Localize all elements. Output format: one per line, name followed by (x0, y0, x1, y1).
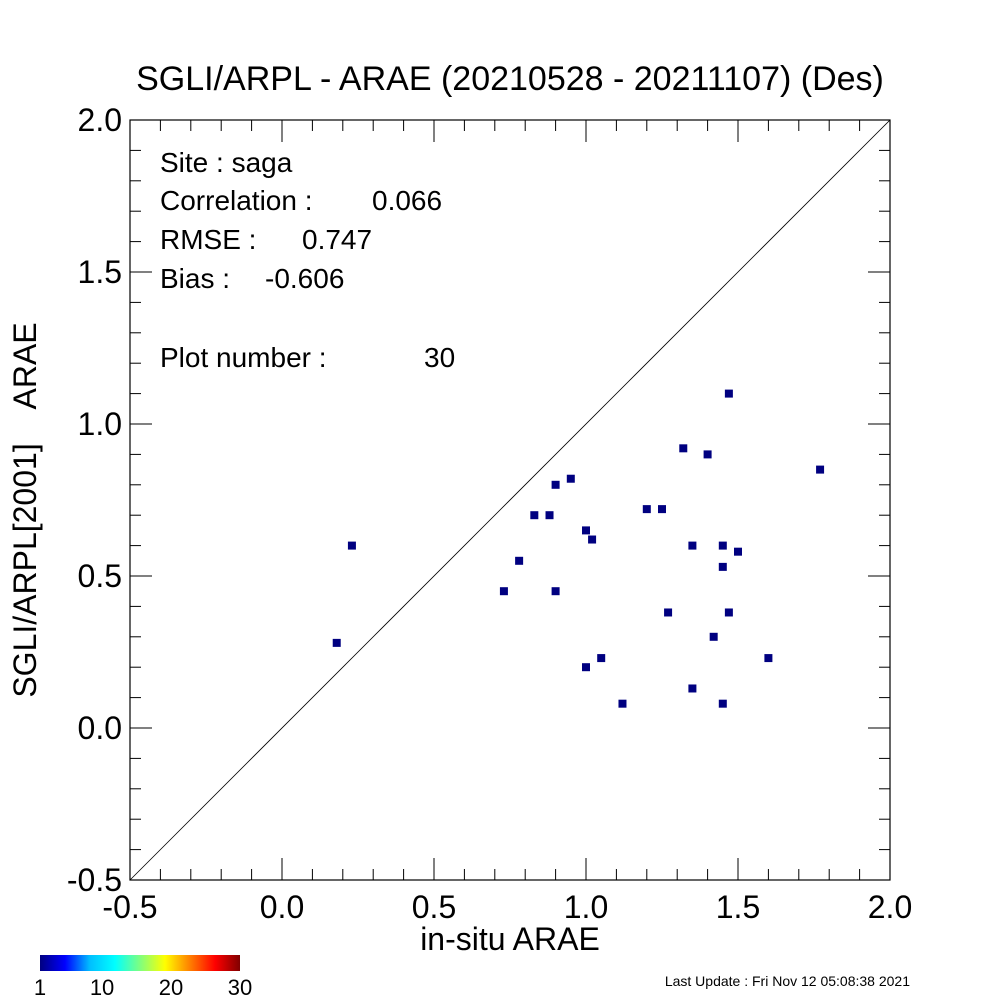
data-point (718, 541, 727, 550)
x-tick-label: -0.5 (102, 889, 157, 925)
plot-number-label: Plot number : (160, 342, 327, 373)
data-point (718, 699, 727, 708)
one-to-one-line (129, 119, 891, 881)
data-point (551, 480, 560, 489)
bias-value: -0.606 (265, 263, 344, 294)
y-tick-label: 2.0 (78, 102, 122, 138)
data-point (764, 654, 773, 663)
data-point (679, 444, 688, 453)
data-point (688, 541, 697, 550)
data-point (566, 474, 575, 483)
y-axis-label: SGLI/ARPL[2001] ARAE (7, 322, 43, 697)
data-point (347, 541, 356, 550)
colorbar-tick-label: 20 (159, 975, 183, 1000)
data-point (724, 608, 733, 617)
data-point (515, 556, 524, 565)
site-label: Site : saga (160, 147, 293, 178)
x-axis-ticks (129, 120, 891, 880)
x-axis-tick-labels: -0.5 0.0 0.5 1.0 1.5 2.0 (102, 889, 912, 925)
x-tick-label: 0.5 (412, 889, 456, 925)
x-axis-label: in-situ ARAE (420, 921, 600, 957)
y-tick-label: 0.0 (78, 710, 122, 746)
data-point (642, 505, 651, 514)
statistics-annotation: Site : saga Correlation : 0.066 RMSE : 0… (160, 147, 455, 373)
plot-number-value: 30 (424, 342, 455, 373)
colorbar-tick-label: 30 (228, 975, 252, 1000)
y-tick-label: -0.5 (67, 862, 122, 898)
colorbar: 1 10 20 30 (34, 955, 252, 1000)
data-point (709, 632, 718, 641)
colorbar-tick-label: 10 (90, 975, 114, 1000)
data-point (530, 511, 539, 520)
last-update-text: Last Update : Fri Nov 12 05:08:38 2021 (665, 973, 910, 989)
data-point (724, 389, 733, 398)
plot-frame (129, 119, 891, 881)
data-point (618, 699, 627, 708)
data-point (582, 526, 590, 535)
data-point (597, 654, 606, 663)
x-tick-label: 1.0 (564, 889, 608, 925)
rmse-value: 0.747 (302, 224, 372, 255)
data-point (551, 587, 560, 596)
y-tick-label: 1.0 (78, 406, 122, 442)
data-point (332, 638, 341, 647)
data-points (332, 389, 825, 708)
data-point (734, 547, 742, 556)
data-point (658, 505, 666, 514)
y-tick-label: 1.5 (78, 254, 122, 290)
data-point (718, 562, 727, 571)
data-point (499, 587, 508, 596)
y-axis-ticks (130, 119, 890, 881)
data-point (688, 684, 697, 693)
colorbar-tick-labels: 1 10 20 30 (34, 975, 252, 1000)
plot-area: -0.5 0.0 0.5 1.0 1.5 2.0 -0.5 0.0 0.5 1.0 1.5 2.0 (67, 102, 912, 925)
data-point (703, 450, 712, 459)
x-tick-label: 2.0 (868, 889, 912, 925)
rmse-label: RMSE : (160, 224, 256, 255)
x-tick-label: 0.0 (260, 889, 304, 925)
correlation-value: 0.066 (372, 185, 442, 216)
correlation-label: Correlation : (160, 185, 313, 216)
data-point (545, 511, 554, 520)
data-point (588, 535, 597, 544)
bias-label: Bias : (160, 263, 230, 294)
colorbar-gradient (40, 955, 240, 971)
y-tick-label: 0.5 (78, 558, 122, 594)
data-point (664, 608, 673, 617)
colorbar-tick-label: 1 (34, 975, 46, 1000)
data-point (582, 663, 590, 672)
chart-title: SGLI/ARPL - ARAE (20210528 - 20211107) (… (136, 60, 884, 98)
x-tick-label: 1.5 (716, 889, 760, 925)
data-point (816, 465, 825, 474)
y-axis-tick-labels: -0.5 0.0 0.5 1.0 1.5 2.0 (67, 102, 122, 898)
